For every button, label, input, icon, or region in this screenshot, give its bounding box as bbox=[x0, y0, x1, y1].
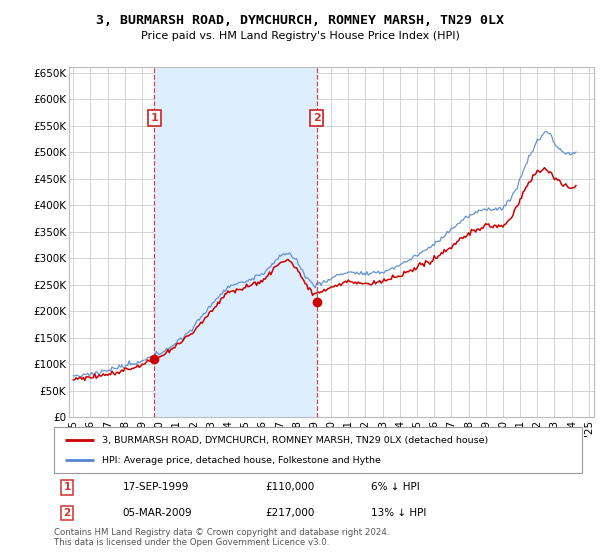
Text: £110,000: £110,000 bbox=[265, 482, 314, 492]
Text: £217,000: £217,000 bbox=[265, 508, 314, 518]
Text: 05-MAR-2009: 05-MAR-2009 bbox=[122, 508, 192, 518]
Text: 17-SEP-1999: 17-SEP-1999 bbox=[122, 482, 189, 492]
Text: HPI: Average price, detached house, Folkestone and Hythe: HPI: Average price, detached house, Folk… bbox=[101, 456, 380, 465]
Text: Price paid vs. HM Land Registry's House Price Index (HPI): Price paid vs. HM Land Registry's House … bbox=[140, 31, 460, 41]
Bar bbox=[154, 67, 317, 417]
Text: 3, BURMARSH ROAD, DYMCHURCH, ROMNEY MARSH, TN29 0LX: 3, BURMARSH ROAD, DYMCHURCH, ROMNEY MARS… bbox=[96, 14, 504, 27]
Text: 6% ↓ HPI: 6% ↓ HPI bbox=[371, 482, 419, 492]
Text: 13% ↓ HPI: 13% ↓ HPI bbox=[371, 508, 426, 518]
Text: Contains HM Land Registry data © Crown copyright and database right 2024.
This d: Contains HM Land Registry data © Crown c… bbox=[54, 528, 389, 547]
Text: 1: 1 bbox=[64, 482, 71, 492]
Text: 2: 2 bbox=[64, 508, 71, 518]
Text: 3, BURMARSH ROAD, DYMCHURCH, ROMNEY MARSH, TN29 0LX (detached house): 3, BURMARSH ROAD, DYMCHURCH, ROMNEY MARS… bbox=[101, 436, 488, 445]
Text: 2: 2 bbox=[313, 113, 320, 123]
FancyBboxPatch shape bbox=[54, 427, 582, 473]
Text: 1: 1 bbox=[151, 113, 158, 123]
